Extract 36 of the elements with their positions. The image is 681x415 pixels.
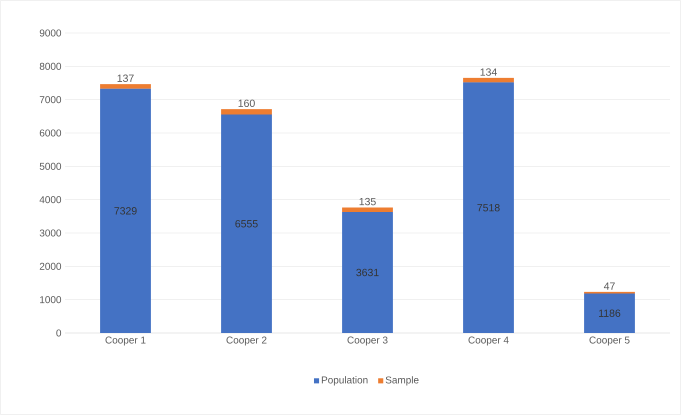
bar xyxy=(584,293,635,333)
x-tick-label: Cooper 1 xyxy=(106,336,146,346)
y-tick-label: 5000 xyxy=(40,162,62,170)
data-label: 3631 xyxy=(356,268,379,276)
bar xyxy=(463,78,514,82)
bar xyxy=(100,88,151,333)
data-label: 47 xyxy=(604,282,615,290)
y-tick-label: 9000 xyxy=(40,29,62,37)
y-tick-label: 4000 xyxy=(40,196,62,204)
data-label: 160 xyxy=(238,100,255,107)
y-tick-label: 2000 xyxy=(40,262,62,270)
bar xyxy=(100,84,151,89)
x-tick-label: Cooper 3 xyxy=(348,336,388,346)
data-label: 137 xyxy=(118,74,134,82)
x-tick-label: Cooper 4 xyxy=(468,336,509,346)
bar xyxy=(342,212,393,333)
data-label: 134 xyxy=(480,68,497,76)
x-tick-label: Cooper 5 xyxy=(590,336,630,346)
data-label: 6555 xyxy=(235,220,258,228)
data-label: 135 xyxy=(360,198,376,206)
bar xyxy=(221,114,272,333)
bar xyxy=(463,82,514,333)
data-label: 7518 xyxy=(477,204,500,212)
bar xyxy=(221,109,272,114)
y-tick-label: 8000 xyxy=(40,62,62,70)
data-label: 7329 xyxy=(114,207,137,215)
legend-label: Population xyxy=(322,376,368,386)
y-tick-label: 1000 xyxy=(40,296,62,304)
y-tick-label: 0 xyxy=(56,329,62,337)
y-tick-label: 7000 xyxy=(40,96,62,104)
data-label: 1186 xyxy=(599,310,620,317)
legend-label: Sample xyxy=(386,376,419,386)
x-tick-label: Cooper 2 xyxy=(226,336,266,346)
y-tick-label: 6000 xyxy=(40,129,62,137)
bar xyxy=(342,207,393,212)
y-tick-label: 3000 xyxy=(40,229,62,237)
